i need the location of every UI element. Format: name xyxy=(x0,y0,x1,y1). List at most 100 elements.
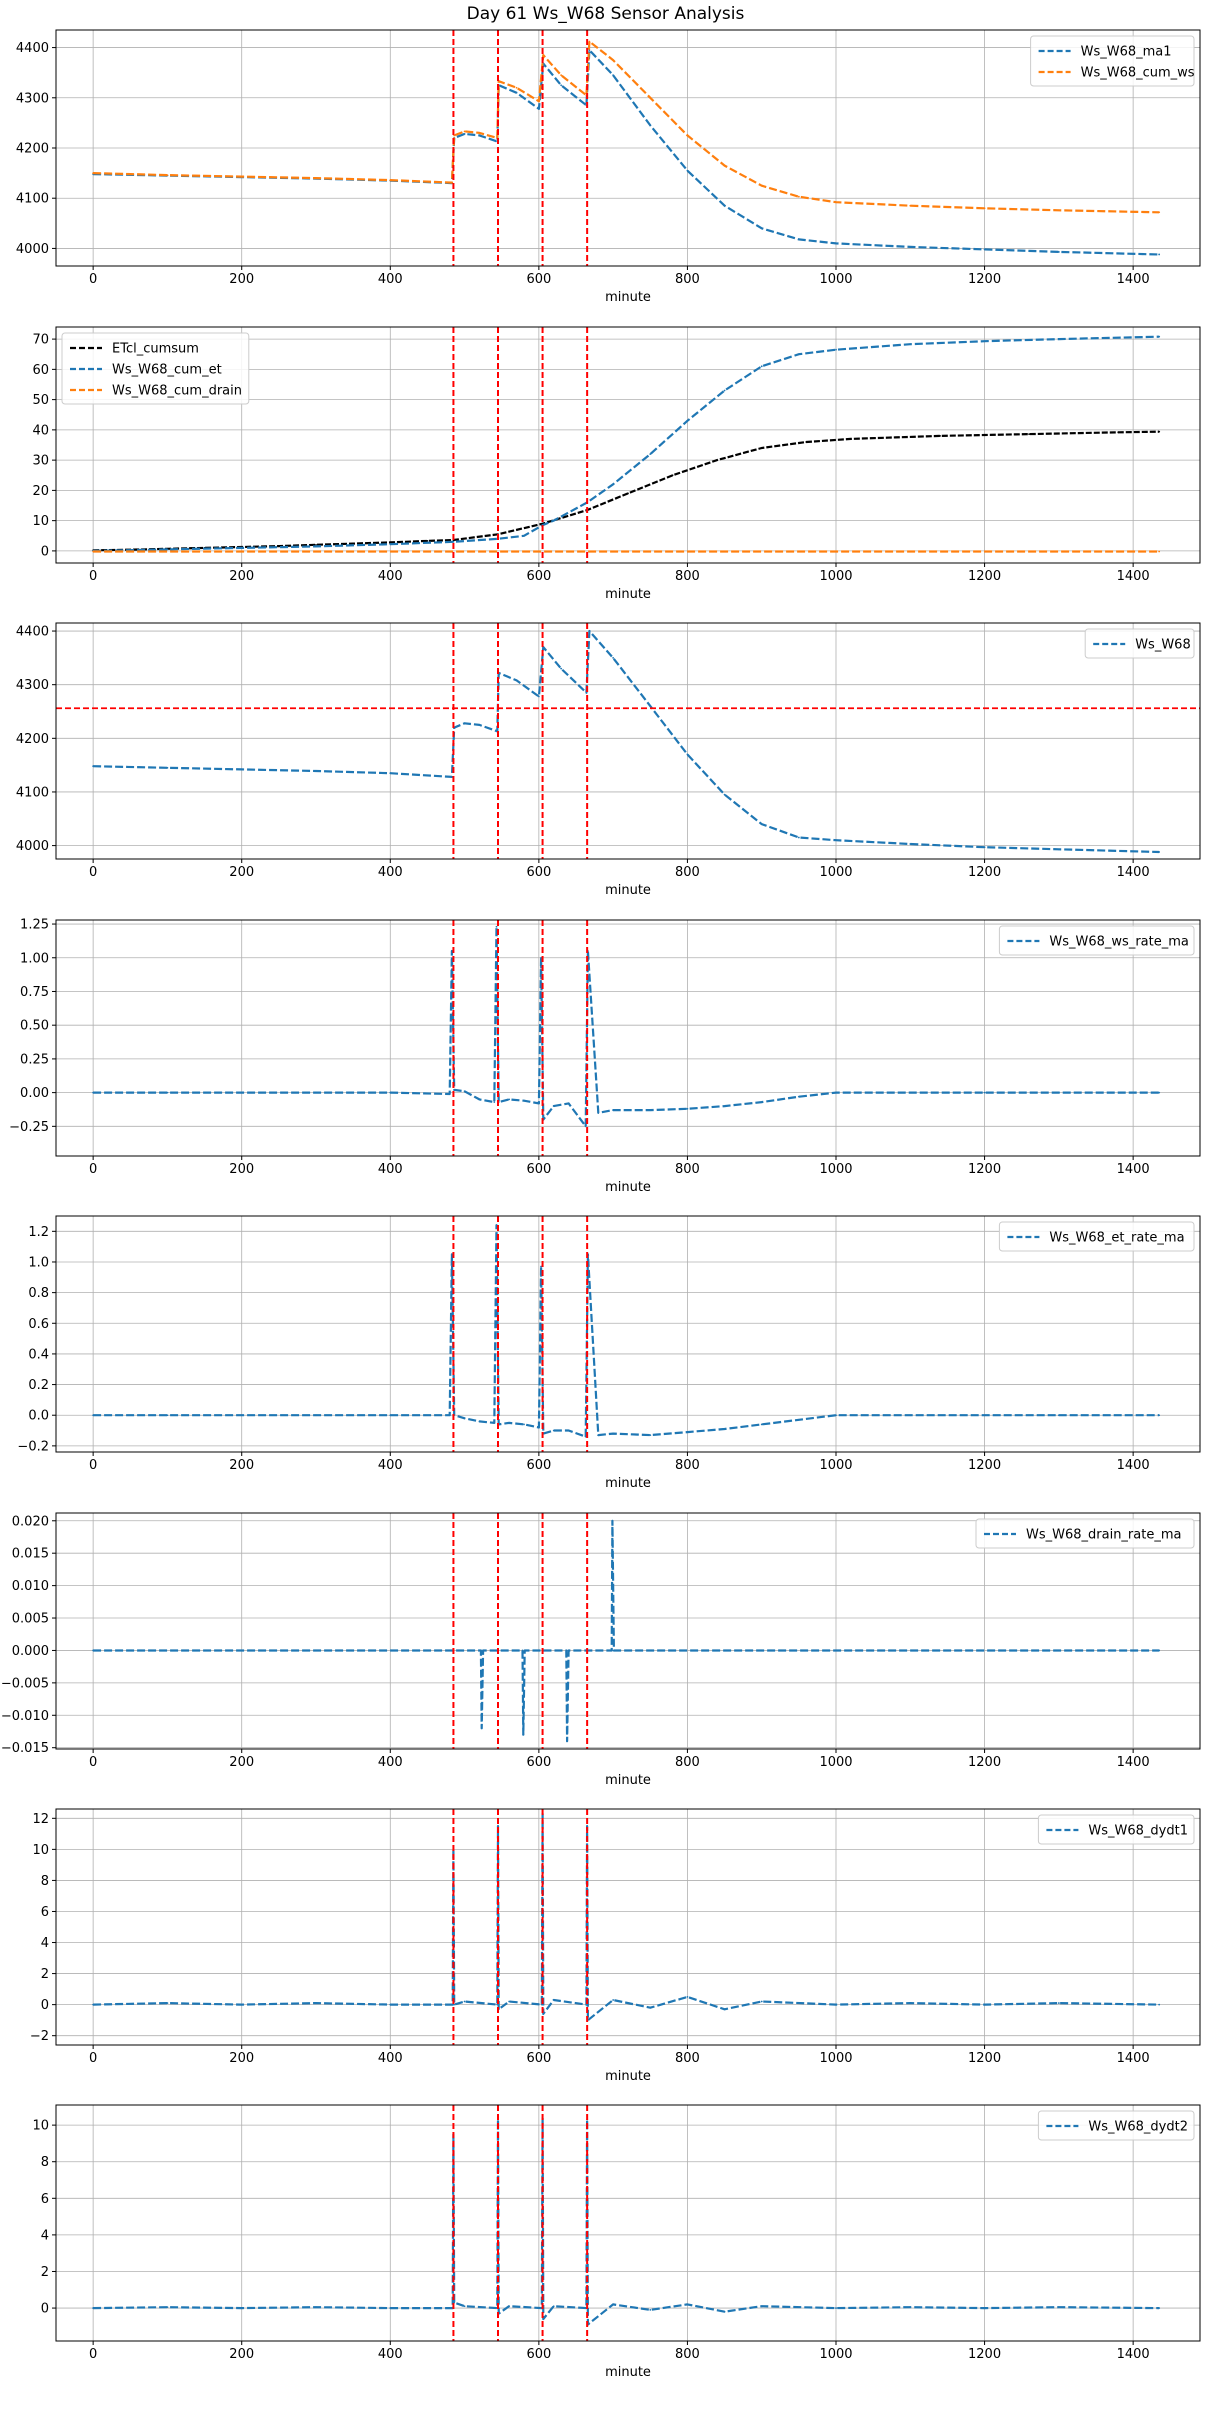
data-point xyxy=(671,474,674,477)
legend-box xyxy=(998,925,1195,956)
y-tick-label: 2 xyxy=(41,1967,49,1982)
data-point xyxy=(849,438,852,440)
data-point xyxy=(983,846,986,849)
data-point xyxy=(1057,338,1060,341)
x-tick-label: 1200 xyxy=(968,569,1001,584)
x-tick-label: 0 xyxy=(89,272,97,287)
axes-frame xyxy=(55,622,1201,860)
legend-label: Ws_W68_drain_rate_ma xyxy=(1026,1528,1181,1543)
data-point xyxy=(835,242,837,245)
y-tick-label: −0.005 xyxy=(1,1676,49,1691)
data-point xyxy=(610,1649,613,1652)
data-point xyxy=(451,776,453,778)
data-point xyxy=(478,134,481,137)
data-point xyxy=(566,1740,568,1743)
y-tick-label: −0.25 xyxy=(9,1120,49,1135)
data-point xyxy=(389,2003,392,2006)
data-point xyxy=(567,1429,570,1432)
legend: ETcl_cumsum Ws_W68_cum_et Ws_W68_cum_drain xyxy=(61,332,250,405)
data-point xyxy=(508,1098,511,1101)
data-point xyxy=(983,248,986,251)
data-point xyxy=(240,1091,243,1094)
y-tick-label: 4000 xyxy=(16,242,49,257)
data-point xyxy=(542,2318,545,2320)
data-point xyxy=(552,1429,555,1432)
data-point xyxy=(649,1109,652,1112)
y-tick-label: 1.25 xyxy=(20,918,49,933)
chart-panel-7: 0 200 400 600 800 1000 1200 1400 −2 0 2 4 6 8 10 12 minu… xyxy=(30,1808,1201,2084)
y-tick-label: 0.0 xyxy=(28,1409,49,1424)
axes-frame xyxy=(55,2104,1201,2342)
figure-title: Day 61 Ws_W68 Sensor Analysis xyxy=(466,4,745,24)
data-point xyxy=(92,1091,95,1094)
data-point xyxy=(277,545,280,547)
x-tick-label: 800 xyxy=(675,272,700,287)
data-point xyxy=(315,177,317,180)
data-point xyxy=(508,1421,511,1424)
data-point xyxy=(515,679,518,682)
data-point xyxy=(478,724,481,726)
y-tick-label: 0.75 xyxy=(20,985,49,1000)
data-point xyxy=(649,1434,652,1437)
data-point xyxy=(612,1649,615,1652)
data-point xyxy=(686,134,689,137)
y-tick-label: 0.8 xyxy=(28,1286,49,1301)
data-point xyxy=(723,2310,726,2313)
legend: Ws_W68 xyxy=(1084,628,1195,659)
x-tick-label: 1200 xyxy=(968,2051,1001,2066)
chart-panel-8: 0 200 400 600 800 1000 1200 1400 0 2 4 6 8 10 minute Ws… xyxy=(32,2104,1201,2380)
data-point xyxy=(508,2305,511,2308)
data-point xyxy=(835,1414,837,1417)
y-tick-label: 0.010 xyxy=(12,1579,49,1594)
legend-label: Ws_W68_cum_ws xyxy=(1081,66,1195,81)
y-tick-label: 4400 xyxy=(16,625,49,640)
data-point xyxy=(515,91,518,94)
data-point xyxy=(540,1265,542,1268)
data-point xyxy=(552,1105,555,1108)
x-tick-label: 600 xyxy=(526,569,551,584)
y-tick-label: −0.010 xyxy=(1,1709,49,1724)
data-point xyxy=(584,1125,587,1128)
y-tick-label: 4200 xyxy=(16,142,49,157)
x-tick-label: 1400 xyxy=(1117,1458,1150,1473)
y-tick-label: 0 xyxy=(41,2302,49,2317)
data-point xyxy=(560,84,563,87)
x-tick-label: 400 xyxy=(378,2347,403,2362)
data-point xyxy=(537,100,540,103)
data-point xyxy=(1158,1649,1161,1652)
data-point xyxy=(612,1109,615,1112)
legend-label: Ws_W68_dydt1 xyxy=(1088,1824,1188,1839)
data-point xyxy=(463,130,466,133)
plot-area xyxy=(92,1216,1161,1452)
data-point xyxy=(760,365,763,368)
data-point xyxy=(166,2002,169,2004)
data-point xyxy=(723,1428,726,1430)
data-point xyxy=(552,2305,555,2308)
data-point xyxy=(389,541,392,544)
data-point xyxy=(1158,430,1161,433)
data-point xyxy=(240,546,243,549)
x-tick-label: 400 xyxy=(378,2051,403,2066)
y-tick-label: 4300 xyxy=(16,678,49,693)
legend: Ws_W68_ma1 Ws_W68_cum_ws xyxy=(1030,35,1195,87)
y-tick-label: −0.015 xyxy=(1,1741,49,1756)
data-point xyxy=(835,348,837,351)
legend-box xyxy=(1030,35,1195,87)
data-point xyxy=(448,1414,451,1417)
x-tick-label: 0 xyxy=(89,1162,97,1177)
x-tick-label: 1000 xyxy=(819,2051,852,2066)
x-tick-label: 1200 xyxy=(968,1162,1001,1177)
x-tick-label: 0 xyxy=(89,865,97,880)
data-point xyxy=(1028,433,1031,436)
data-point xyxy=(983,434,986,436)
data-point xyxy=(983,340,986,343)
y-tick-label: 8 xyxy=(41,2155,49,2170)
legend-label: ETcl_cumsum xyxy=(112,342,199,357)
data-point xyxy=(92,1649,95,1652)
x-tick-label: 1400 xyxy=(1117,865,1150,880)
data-point xyxy=(495,925,498,928)
data-point xyxy=(451,2003,454,2006)
data-point xyxy=(627,492,629,495)
data-point xyxy=(909,2306,912,2309)
data-point xyxy=(835,2307,837,2309)
